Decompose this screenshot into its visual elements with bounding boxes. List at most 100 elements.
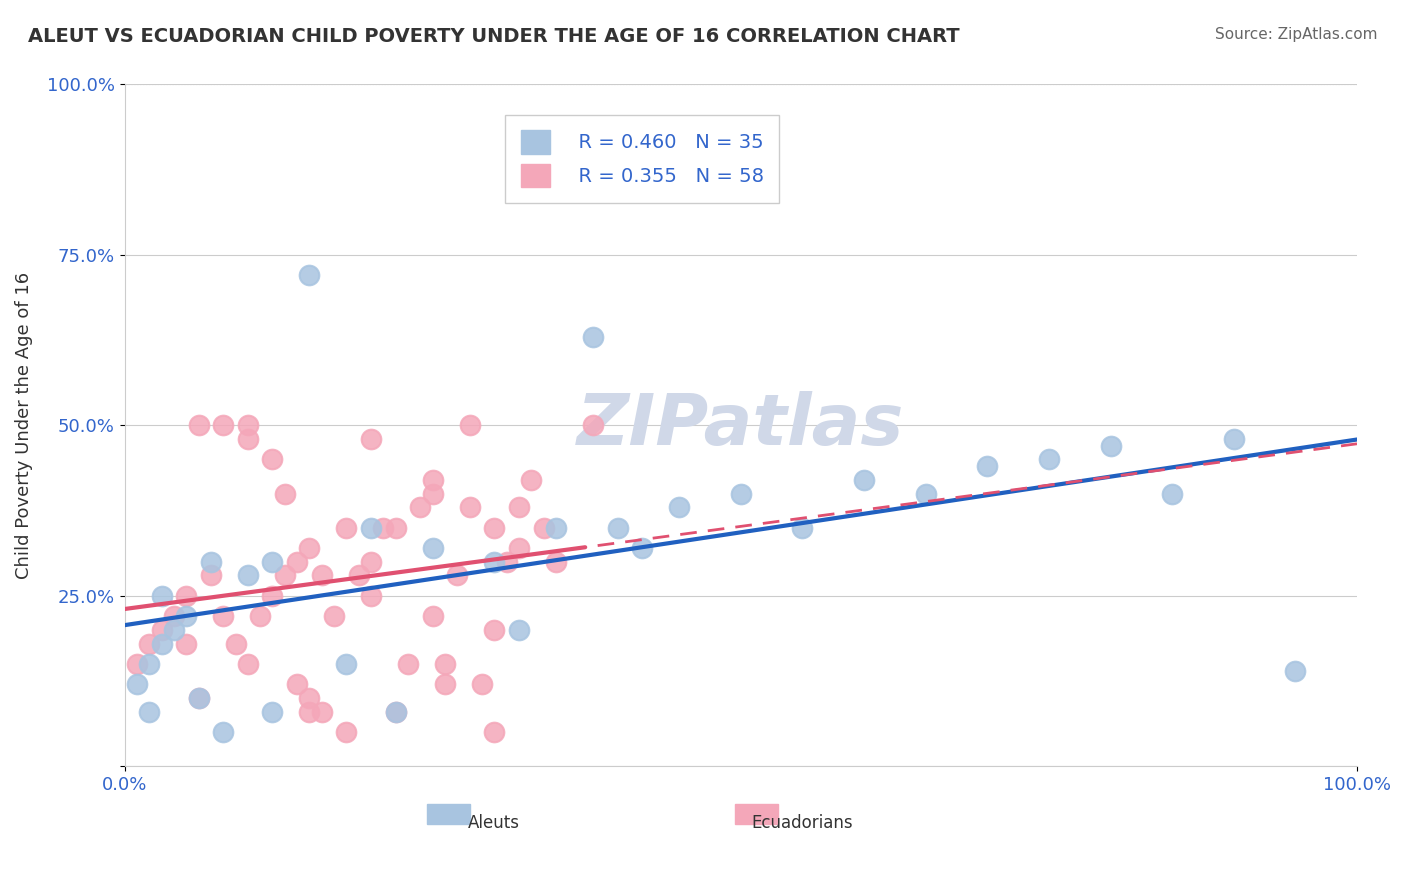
Point xyxy=(298,268,321,283)
Point xyxy=(285,677,308,691)
Point xyxy=(236,568,259,582)
Point xyxy=(1038,452,1060,467)
Point xyxy=(384,705,406,719)
Point xyxy=(163,623,186,637)
Point xyxy=(174,609,197,624)
Point xyxy=(262,555,284,569)
Point xyxy=(150,623,173,637)
Point xyxy=(174,637,197,651)
Point xyxy=(1284,664,1306,678)
Point xyxy=(212,725,235,739)
Text: ALEUT VS ECUADORIAN CHILD POVERTY UNDER THE AGE OF 16 CORRELATION CHART: ALEUT VS ECUADORIAN CHILD POVERTY UNDER … xyxy=(28,27,960,45)
Point xyxy=(138,637,160,651)
Point xyxy=(484,555,506,569)
Point xyxy=(262,452,284,467)
Point xyxy=(409,500,432,515)
Point xyxy=(347,568,370,582)
Point xyxy=(606,521,628,535)
Point xyxy=(730,486,752,500)
Text: ZIPatlas: ZIPatlas xyxy=(576,391,904,460)
Point xyxy=(262,705,284,719)
Point xyxy=(285,555,308,569)
Point xyxy=(1222,432,1244,446)
Point xyxy=(533,521,555,535)
Point xyxy=(458,500,481,515)
Point xyxy=(484,521,506,535)
Point xyxy=(274,486,297,500)
Point xyxy=(544,555,567,569)
Point xyxy=(187,691,209,706)
Point xyxy=(298,541,321,555)
Point xyxy=(582,330,605,344)
Point xyxy=(212,609,235,624)
Point xyxy=(200,555,222,569)
Point xyxy=(360,432,382,446)
Point xyxy=(200,568,222,582)
Point xyxy=(212,418,235,433)
Point xyxy=(495,555,517,569)
Point xyxy=(298,691,321,706)
Point xyxy=(434,677,457,691)
Point xyxy=(792,521,814,535)
Point xyxy=(125,677,148,691)
Point xyxy=(446,568,468,582)
Point xyxy=(335,725,357,739)
Point xyxy=(434,657,457,671)
Point xyxy=(520,473,543,487)
Point xyxy=(236,432,259,446)
Point xyxy=(484,623,506,637)
Point xyxy=(298,705,321,719)
Point xyxy=(323,609,346,624)
Text: Source: ZipAtlas.com: Source: ZipAtlas.com xyxy=(1215,27,1378,42)
Point xyxy=(373,521,395,535)
Point xyxy=(422,486,444,500)
FancyBboxPatch shape xyxy=(426,804,470,824)
Point xyxy=(125,657,148,671)
Point xyxy=(360,521,382,535)
Point xyxy=(236,418,259,433)
Point xyxy=(138,657,160,671)
Text: Aleuts: Aleuts xyxy=(468,814,520,832)
Point xyxy=(1161,486,1184,500)
Point xyxy=(458,418,481,433)
Point xyxy=(422,541,444,555)
Point xyxy=(914,486,936,500)
Point xyxy=(471,677,494,691)
Point xyxy=(163,609,186,624)
Point xyxy=(396,657,419,671)
Point xyxy=(311,568,333,582)
Point xyxy=(508,623,530,637)
Point xyxy=(187,418,209,433)
Point xyxy=(853,473,876,487)
Point xyxy=(360,555,382,569)
Point xyxy=(508,500,530,515)
Point xyxy=(422,609,444,624)
Text: Ecuadorians: Ecuadorians xyxy=(752,814,853,832)
FancyBboxPatch shape xyxy=(735,804,778,824)
Point xyxy=(335,521,357,535)
Legend:   R = 0.460   N = 35,   R = 0.355   N = 58: R = 0.460 N = 35, R = 0.355 N = 58 xyxy=(505,114,779,202)
Point xyxy=(484,725,506,739)
Point xyxy=(508,541,530,555)
Point xyxy=(150,637,173,651)
Point xyxy=(311,705,333,719)
Point xyxy=(150,589,173,603)
Point xyxy=(174,589,197,603)
Point xyxy=(262,589,284,603)
Point xyxy=(249,609,271,624)
Point xyxy=(544,521,567,535)
Point xyxy=(384,705,406,719)
Point xyxy=(668,500,690,515)
Point xyxy=(422,473,444,487)
Point xyxy=(631,541,654,555)
Point xyxy=(582,418,605,433)
Point xyxy=(187,691,209,706)
Point xyxy=(360,589,382,603)
Point xyxy=(274,568,297,582)
Point xyxy=(1099,439,1122,453)
Point xyxy=(335,657,357,671)
Point xyxy=(138,705,160,719)
Point xyxy=(236,657,259,671)
Point xyxy=(225,637,247,651)
Point xyxy=(976,459,998,474)
